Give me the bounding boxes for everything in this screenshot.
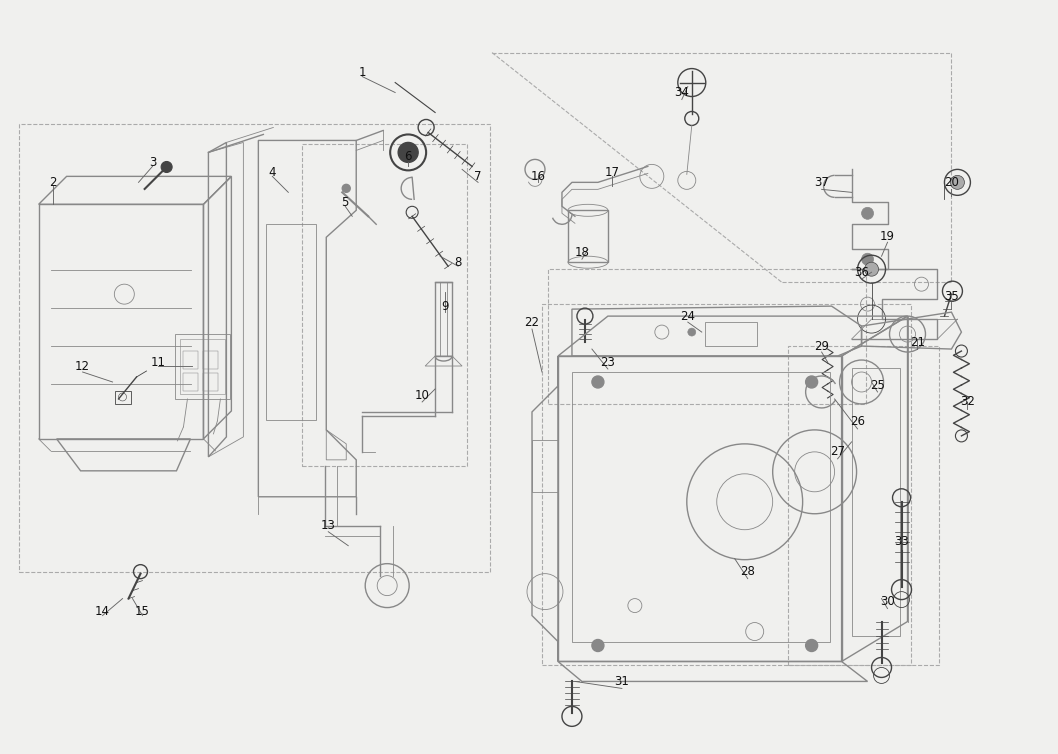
Bar xyxy=(548,269,865,404)
Text: 1: 1 xyxy=(359,66,366,79)
Text: 4: 4 xyxy=(269,166,276,179)
Text: 28: 28 xyxy=(741,566,755,578)
Circle shape xyxy=(950,176,965,189)
Text: 17: 17 xyxy=(604,166,619,179)
Bar xyxy=(705,322,756,346)
Circle shape xyxy=(864,262,878,276)
Bar xyxy=(183,373,199,391)
Circle shape xyxy=(861,207,874,219)
Bar xyxy=(852,368,899,636)
Bar xyxy=(568,210,608,262)
Bar xyxy=(203,351,218,369)
Circle shape xyxy=(861,253,874,265)
Circle shape xyxy=(805,376,818,388)
Text: 8: 8 xyxy=(454,256,461,268)
Circle shape xyxy=(805,639,818,651)
Text: 29: 29 xyxy=(814,339,829,353)
Circle shape xyxy=(161,161,172,173)
Text: 20: 20 xyxy=(944,176,959,188)
Circle shape xyxy=(342,185,350,192)
Text: 31: 31 xyxy=(615,675,630,688)
Circle shape xyxy=(398,143,418,162)
Text: 37: 37 xyxy=(815,176,829,188)
Bar xyxy=(183,351,199,369)
Text: 11: 11 xyxy=(151,356,166,369)
Bar xyxy=(787,346,940,666)
Text: 15: 15 xyxy=(135,605,150,618)
Bar xyxy=(19,124,490,572)
Text: 23: 23 xyxy=(601,356,616,369)
Text: 10: 10 xyxy=(415,390,430,403)
Text: 22: 22 xyxy=(525,316,540,329)
Text: 27: 27 xyxy=(831,446,845,458)
Circle shape xyxy=(688,328,696,336)
Text: 3: 3 xyxy=(149,156,157,169)
Circle shape xyxy=(591,376,604,388)
Text: 14: 14 xyxy=(95,605,110,618)
Text: 35: 35 xyxy=(944,290,959,302)
Text: 6: 6 xyxy=(404,150,412,163)
Text: 32: 32 xyxy=(960,395,974,409)
Text: 21: 21 xyxy=(910,336,925,348)
Text: 13: 13 xyxy=(321,520,335,532)
Text: 9: 9 xyxy=(441,299,449,313)
Text: 26: 26 xyxy=(850,415,865,428)
Text: 18: 18 xyxy=(574,246,589,259)
Text: 5: 5 xyxy=(342,196,349,209)
Text: 34: 34 xyxy=(674,86,689,99)
Text: 19: 19 xyxy=(880,230,895,243)
Bar xyxy=(542,304,912,666)
Text: 30: 30 xyxy=(880,595,895,608)
Text: 36: 36 xyxy=(854,265,869,279)
Text: 7: 7 xyxy=(474,170,481,183)
Bar xyxy=(532,440,558,492)
Text: 2: 2 xyxy=(49,176,56,188)
Text: 12: 12 xyxy=(75,360,90,372)
Text: 25: 25 xyxy=(870,379,884,393)
Bar xyxy=(303,145,467,466)
Bar xyxy=(203,373,218,391)
Circle shape xyxy=(591,639,604,651)
Bar xyxy=(572,372,829,642)
Text: 33: 33 xyxy=(894,535,909,548)
Text: 24: 24 xyxy=(680,310,695,323)
Text: 16: 16 xyxy=(530,170,546,183)
